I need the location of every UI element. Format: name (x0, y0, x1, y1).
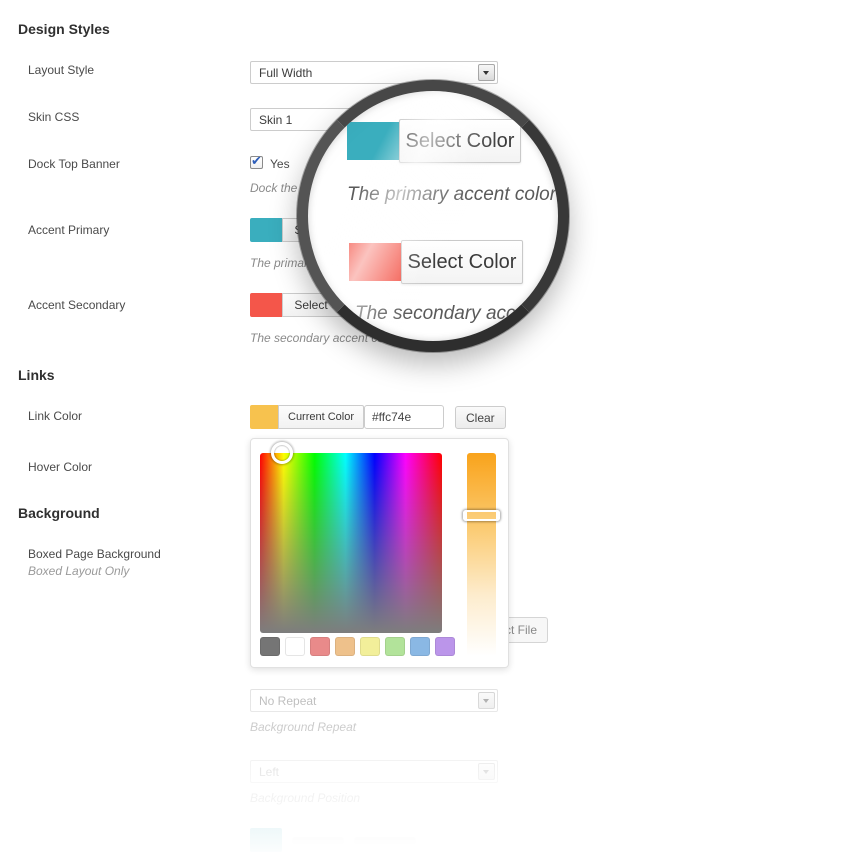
background-position-select[interactable]: Left (250, 760, 498, 783)
glass-sheen (308, 91, 558, 341)
layout-style-select[interactable]: Full Width (250, 61, 498, 84)
magnifier-content: Select Color The primary accent color Se… (308, 91, 558, 341)
boxed-page-background-description: Boxed Layout Only (28, 564, 130, 578)
faded-bar (292, 837, 344, 844)
accent-secondary-description: The secondary accent color (250, 331, 398, 345)
palette-swatch[interactable] (310, 637, 330, 656)
clear-button[interactable]: Clear (455, 406, 506, 429)
palette-swatch[interactable] (335, 637, 355, 656)
color-picker-panel (250, 438, 509, 668)
color-picker-palette (260, 637, 455, 656)
dock-top-banner-checkbox[interactable] (250, 156, 263, 169)
palette-swatch[interactable] (260, 637, 280, 656)
layout-style-value: Full Width (259, 66, 313, 80)
layout-style-label: Layout Style (28, 63, 95, 77)
background-position-description: Background Position (250, 791, 361, 805)
magnifier-glass: Select Color The primary accent color Se… (297, 80, 569, 352)
faded-color-swatch[interactable] (250, 828, 282, 852)
accent-secondary-label: Accent Secondary (28, 298, 126, 312)
chevron-down-icon (483, 699, 489, 706)
hover-color-label: Hover Color (28, 460, 93, 474)
accent-secondary-swatch[interactable] (250, 293, 282, 317)
color-picker-lightness-strip[interactable] (467, 453, 496, 656)
skin-css-value: Skin 1 (259, 113, 293, 127)
background-repeat-value: No Repeat (259, 694, 317, 708)
layout-style-dropdown-button[interactable] (478, 64, 495, 81)
background-repeat-description: Background Repeat (250, 720, 357, 734)
color-picker-saturation-square[interactable] (260, 453, 442, 633)
skin-css-label: Skin CSS (28, 110, 80, 124)
section-heading-links: Links (18, 367, 55, 383)
background-position-dropdown-button[interactable] (478, 763, 495, 780)
dock-top-banner-checkbox-label: Yes (270, 157, 290, 171)
boxed-page-background-label: Boxed Page Background (28, 547, 161, 561)
background-position-value: Left (259, 765, 280, 779)
section-heading-background: Background (18, 505, 100, 521)
palette-swatch[interactable] (285, 637, 305, 656)
link-color-label: Link Color (28, 409, 83, 423)
accent-primary-label: Accent Primary (28, 223, 110, 237)
palette-swatch[interactable] (385, 637, 405, 656)
link-color-control[interactable]: Current Color (250, 405, 365, 429)
dock-top-banner-description: Dock the (250, 181, 298, 195)
dock-top-banner-label: Dock Top Banner (28, 157, 120, 171)
accent-primary-swatch[interactable] (250, 218, 282, 242)
checkmark-icon (251, 153, 262, 169)
chevron-down-icon (483, 71, 489, 78)
color-picker-strip-handle[interactable] (463, 510, 500, 521)
background-repeat-select[interactable]: No Repeat (250, 689, 498, 712)
palette-swatch[interactable] (410, 637, 430, 656)
link-color-hex-input[interactable] (364, 405, 444, 429)
palette-swatch[interactable] (360, 637, 380, 656)
current-color-button[interactable]: Current Color (278, 405, 365, 429)
background-repeat-dropdown-button[interactable] (478, 692, 495, 709)
section-heading-design-styles: Design Styles (18, 21, 110, 37)
link-color-swatch[interactable] (250, 405, 278, 429)
chevron-down-icon (483, 770, 489, 777)
palette-swatch[interactable] (435, 637, 455, 656)
faded-bar (354, 837, 416, 844)
color-picker-square-handle[interactable] (271, 442, 293, 464)
